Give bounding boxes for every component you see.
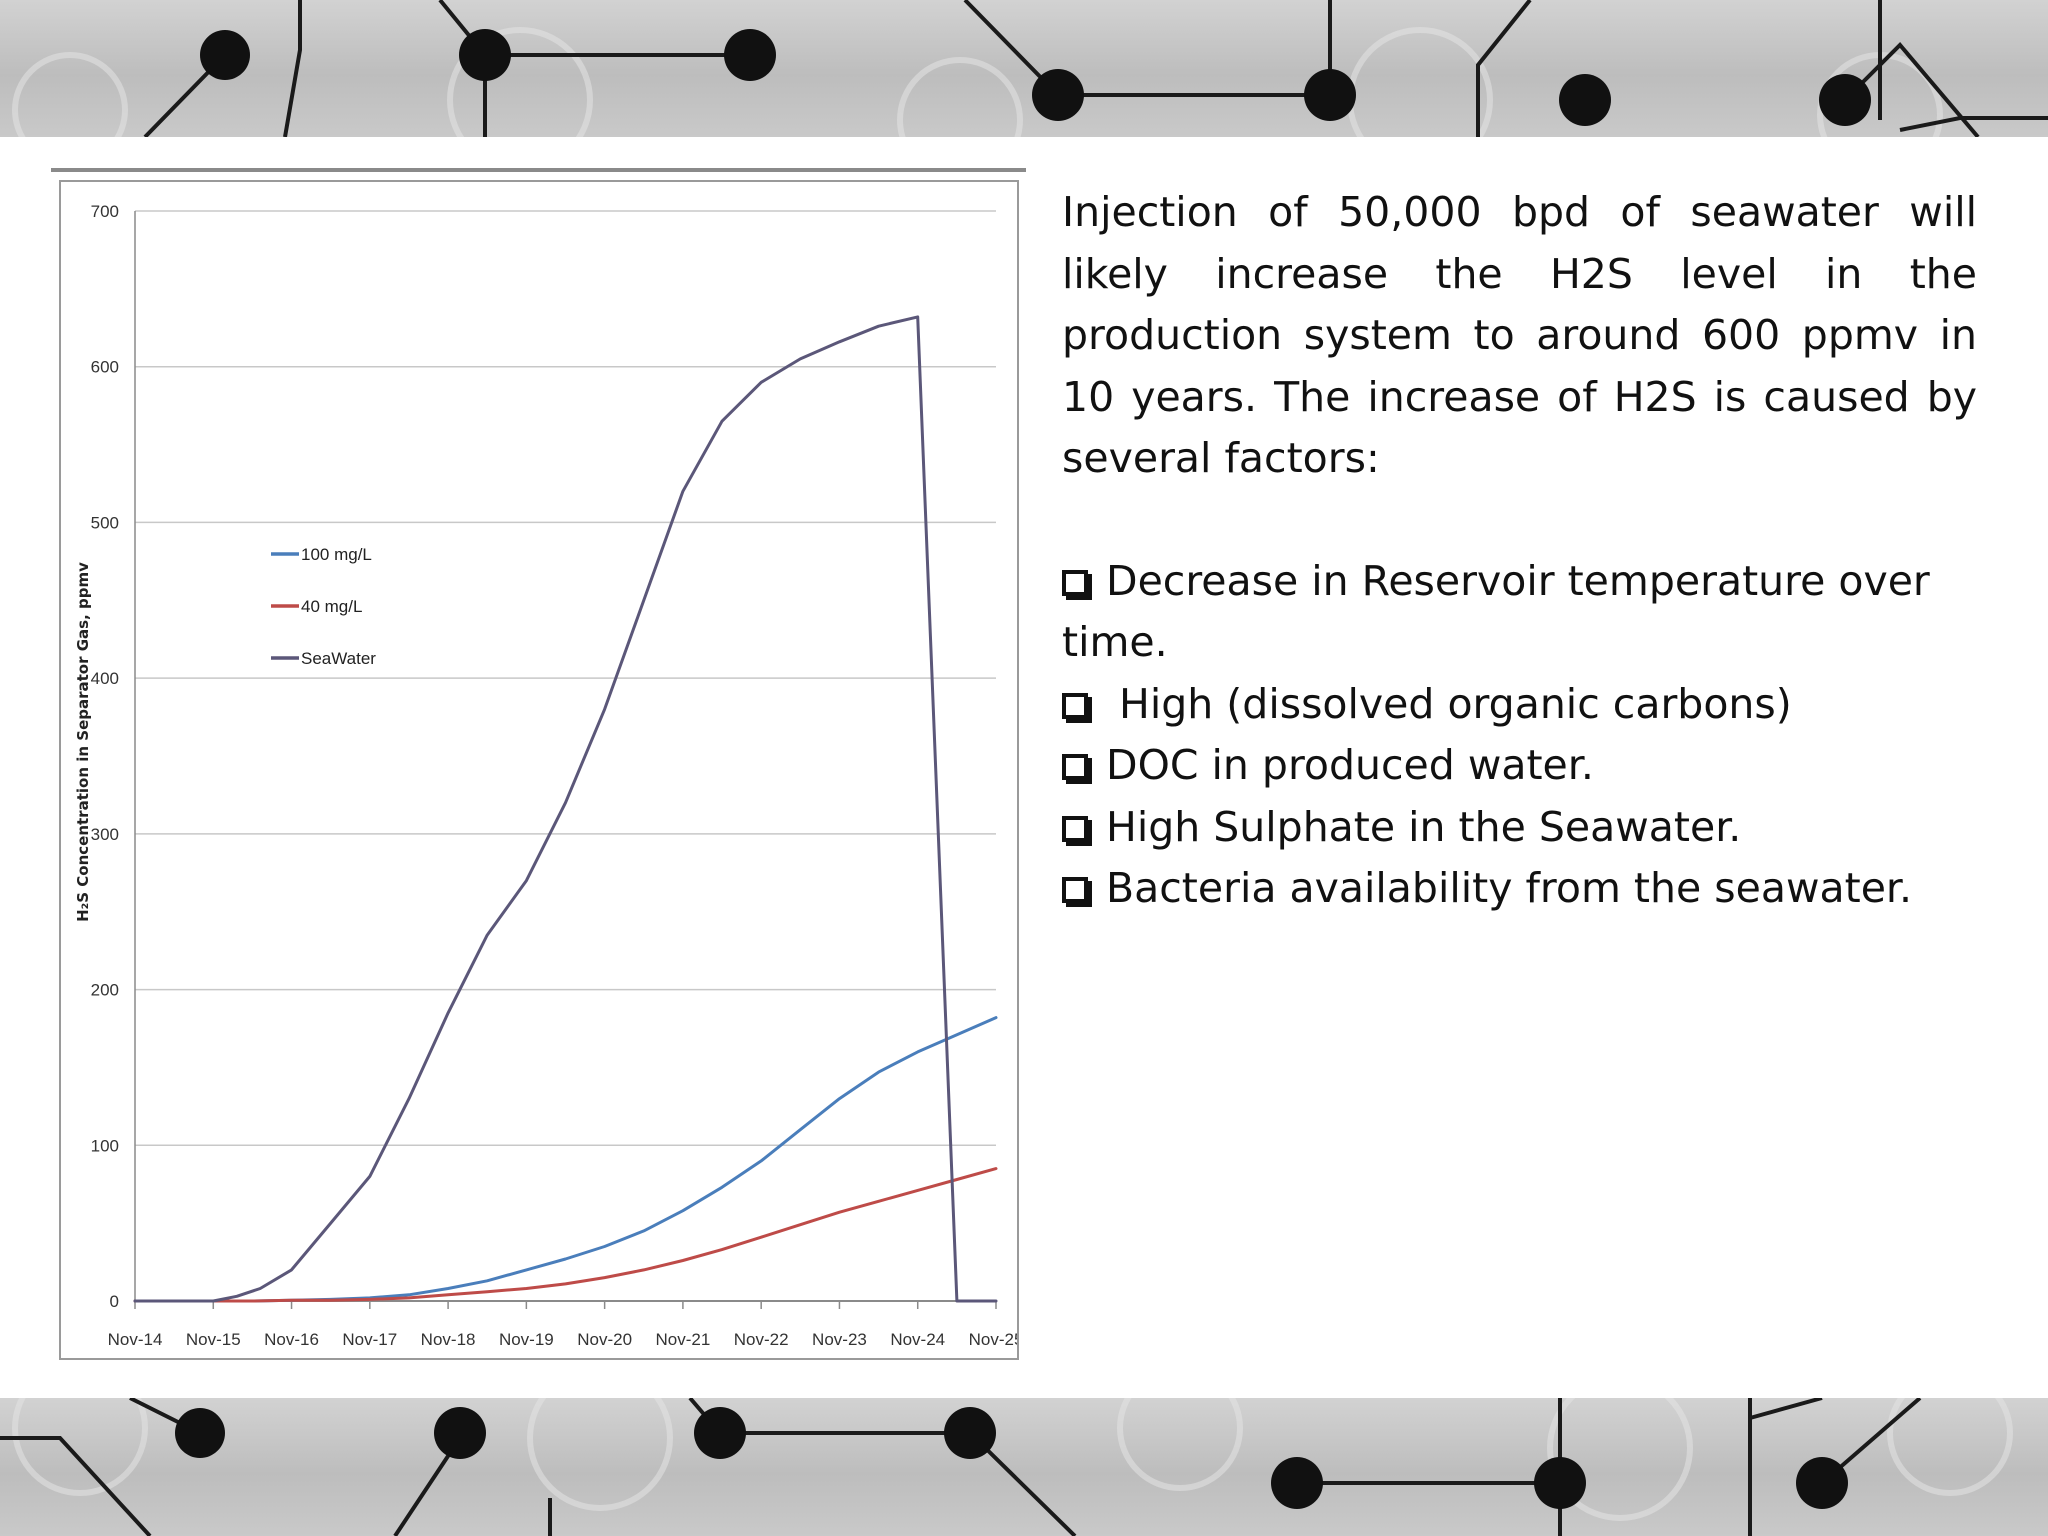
legend-label: 40 mg/L xyxy=(301,597,362,616)
factor-item: High (dissolved organic carbons) xyxy=(1062,674,1977,736)
y-tick-label: 200 xyxy=(91,981,119,1000)
legend-label: 100 mg/L xyxy=(301,545,372,564)
x-tick-label: Nov-16 xyxy=(264,1330,319,1349)
circuit-pattern-icon xyxy=(12,0,2048,137)
x-tick-label: Nov-18 xyxy=(421,1330,476,1349)
checkbox-icon xyxy=(1062,692,1088,719)
x-tick-label: Nov-25 xyxy=(969,1330,1017,1349)
factor-text: High Sulphate in the Seawater. xyxy=(1106,802,1742,851)
factor-text: Bacteria availability from the seawater. xyxy=(1106,864,1913,912)
checkbox-icon xyxy=(1062,569,1088,596)
chart-canvas: 0 100 200 300 400 500 600 700 Nov-14 Nov-15 Nov-1… xyxy=(74,202,1017,1349)
factor-item: Bacteria availability from the seawater. xyxy=(1062,858,1977,920)
y-axis-label: H₂S Concentration in Separator Gas, ppmv xyxy=(74,562,92,922)
checkbox-icon xyxy=(1062,877,1088,903)
top-decorative-band xyxy=(0,0,2048,137)
x-tick-label: Nov-20 xyxy=(577,1330,632,1349)
bottom-decorative-band xyxy=(0,1398,2048,1536)
x-tick-label: Nov-21 xyxy=(656,1330,711,1349)
text-panel: Injection of 50,000 bpd of seawater will… xyxy=(1062,182,1977,920)
x-tick-label: Nov-17 xyxy=(342,1330,397,1349)
checkbox-icon xyxy=(1062,815,1088,842)
checkbox-icon xyxy=(1062,754,1088,780)
x-tick-label: Nov-19 xyxy=(499,1330,554,1349)
y-tick-label: 400 xyxy=(91,669,119,688)
x-tick-label: Nov-15 xyxy=(186,1330,241,1349)
series-line-0 xyxy=(133,1016,998,1303)
intro-paragraph: Injection of 50,000 bpd of seawater will… xyxy=(1062,188,1977,482)
y-tick-label: 600 xyxy=(91,358,119,377)
h2s-chart: 0 100 200 300 400 500 600 700 Nov-14 Nov-15 Nov-1… xyxy=(59,180,1019,1360)
series-line-1 xyxy=(133,1167,998,1303)
factor-item: High Sulphate in the Seawater. xyxy=(1062,797,1977,859)
y-tick-label: 700 xyxy=(91,202,119,221)
y-tick-label: 500 xyxy=(91,513,119,532)
y-tick-label: 300 xyxy=(91,825,119,844)
series-line-2 xyxy=(133,315,998,1303)
factor-text: Decrease in Reservoir temperature over t… xyxy=(1062,556,1930,667)
factor-text: DOC in produced water. xyxy=(1106,741,1594,789)
x-tick-label: Nov-23 xyxy=(812,1330,867,1349)
factor-item: Decrease in Reservoir temperature over t… xyxy=(1062,551,1977,674)
factor-list: Decrease in Reservoir temperature over t… xyxy=(1062,551,1977,920)
factor-item: DOC in produced water. xyxy=(1062,735,1977,797)
legend-label: SeaWater xyxy=(301,649,376,668)
chart-top-rule xyxy=(51,168,1026,172)
y-tick-label: 0 xyxy=(110,1292,119,1311)
factor-text: High (dissolved organic carbons) xyxy=(1106,679,1792,728)
circuit-pattern-icon xyxy=(0,1398,2013,1536)
x-tick-label: Nov-22 xyxy=(734,1330,789,1349)
x-tick-label: Nov-24 xyxy=(890,1330,945,1349)
x-tick-label: Nov-14 xyxy=(108,1330,163,1349)
y-tick-label: 100 xyxy=(91,1136,119,1155)
